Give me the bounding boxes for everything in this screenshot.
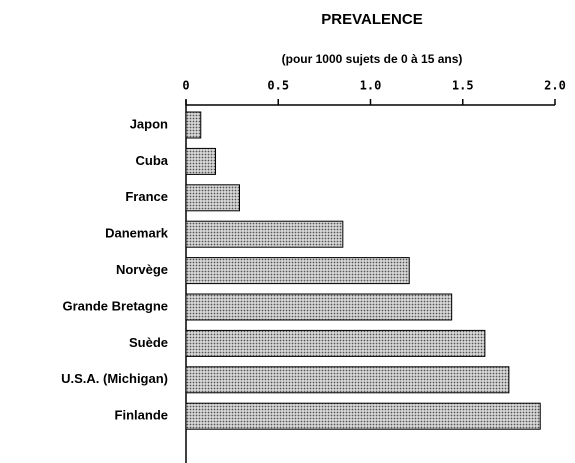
y-tick-label: Cuba (136, 153, 169, 168)
y-tick-label: Grande Bretagne (63, 298, 168, 313)
x-tick-label: 0.5 (267, 79, 289, 93)
bar (185, 257, 410, 285)
chart-subtitle: (pour 1000 sujets de 0 à 15 ans) (282, 52, 463, 66)
y-tick-label: U.S.A. (Michigan) (61, 371, 168, 386)
bar (185, 402, 541, 430)
bar (185, 293, 453, 321)
x-tick-label: 1.5 (452, 79, 474, 93)
x-tick-label: 2.0 (544, 79, 566, 93)
y-tick-label: Finlande (115, 408, 168, 423)
y-tick-label: France (125, 189, 168, 204)
bar (185, 220, 344, 248)
bar (185, 329, 486, 357)
y-tick-label: Japon (130, 116, 168, 131)
bar (185, 184, 241, 212)
bar (185, 111, 202, 139)
y-tick-label: Norvège (116, 262, 168, 277)
x-tick-label: 1.0 (360, 79, 382, 93)
y-tick-label: Danemark (105, 226, 169, 241)
bar (185, 366, 510, 394)
bar (185, 147, 217, 175)
x-tick-label: 0 (182, 79, 189, 93)
y-tick-label: Suède (129, 335, 168, 350)
chart-title: PREVALENCE (321, 11, 422, 28)
